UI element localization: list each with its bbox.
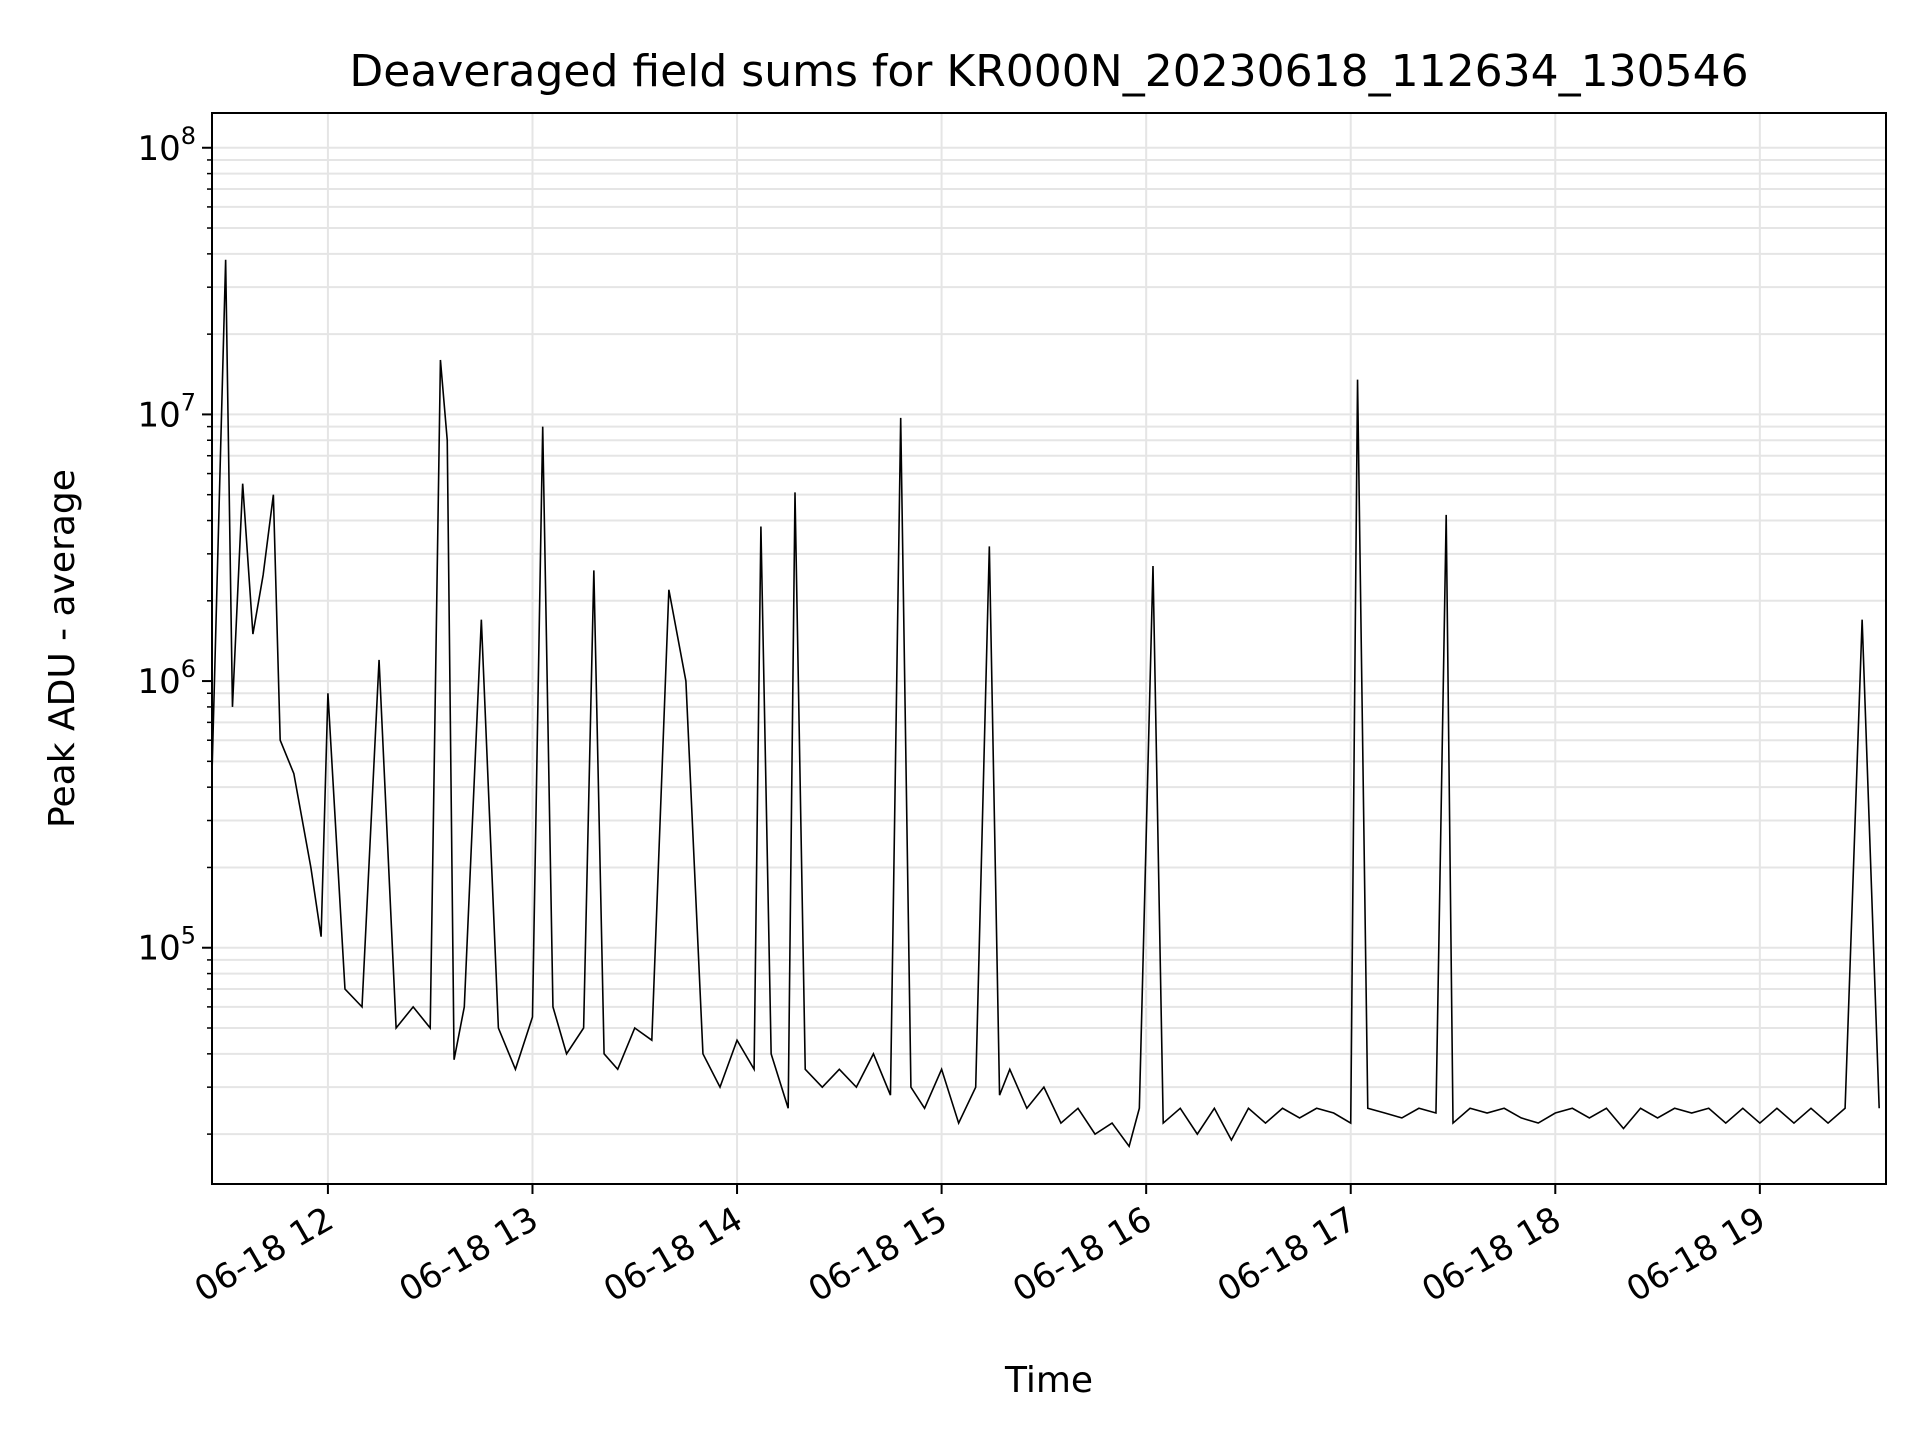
x-axis-title: Time — [1004, 1360, 1093, 1401]
y-tick-label: 107 — [137, 388, 196, 435]
series-line — [211, 259, 1880, 1149]
y-axis-title: Peak ADU - average — [42, 469, 83, 828]
chart-title: Deaveraged field sums for KR000N_2023061… — [349, 46, 1748, 97]
y-tick-label: 106 — [137, 655, 196, 702]
y-tick-label: 105 — [137, 922, 196, 969]
plot-frame — [211, 112, 1887, 1185]
y-tick-label: 108 — [137, 122, 196, 169]
grid-lines — [212, 113, 1886, 1184]
series-line-group — [211, 259, 1880, 1149]
